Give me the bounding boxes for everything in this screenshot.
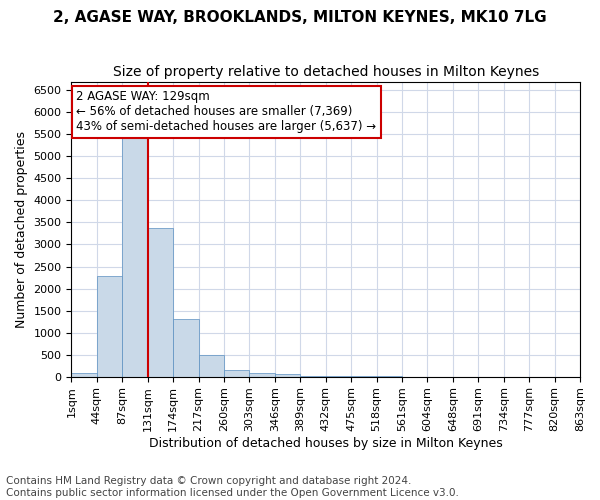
- X-axis label: Distribution of detached houses by size in Milton Keynes: Distribution of detached houses by size …: [149, 437, 503, 450]
- Bar: [275, 374, 300, 376]
- Bar: [173, 320, 199, 376]
- Bar: [97, 276, 122, 376]
- Y-axis label: Number of detached properties: Number of detached properties: [15, 130, 28, 328]
- Text: 2, AGASE WAY, BROOKLANDS, MILTON KEYNES, MK10 7LG: 2, AGASE WAY, BROOKLANDS, MILTON KEYNES,…: [53, 10, 547, 25]
- Bar: [148, 228, 173, 376]
- Title: Size of property relative to detached houses in Milton Keynes: Size of property relative to detached ho…: [113, 65, 539, 79]
- Bar: [71, 374, 97, 376]
- Text: 2 AGASE WAY: 129sqm
← 56% of detached houses are smaller (7,369)
43% of semi-det: 2 AGASE WAY: 129sqm ← 56% of detached ho…: [76, 90, 377, 134]
- Bar: [224, 370, 250, 376]
- Bar: [199, 356, 224, 376]
- Bar: [250, 373, 275, 376]
- Bar: [122, 138, 148, 376]
- Text: Contains HM Land Registry data © Crown copyright and database right 2024.
Contai: Contains HM Land Registry data © Crown c…: [6, 476, 459, 498]
